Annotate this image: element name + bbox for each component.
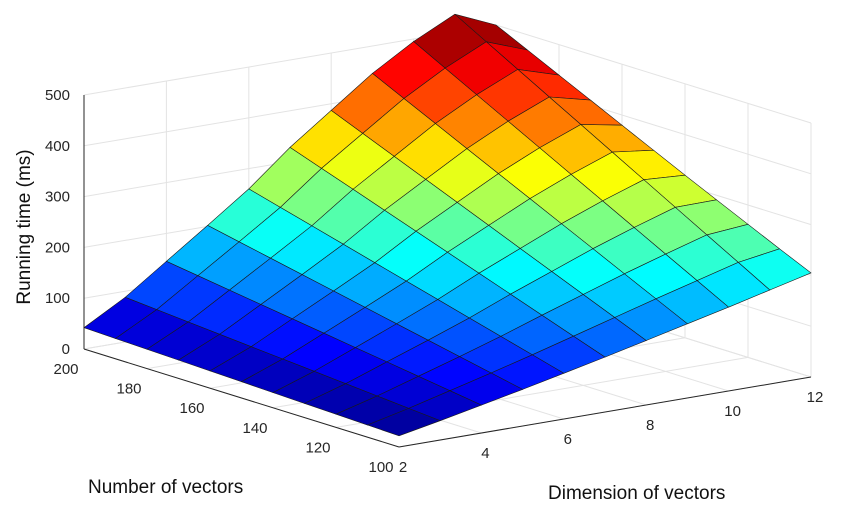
x-axis-line bbox=[398, 376, 812, 448]
y-axis-line bbox=[83, 348, 400, 448]
z-tick-label: 500 bbox=[45, 87, 70, 104]
surface-cell bbox=[366, 408, 442, 437]
y-tick-label: 100 bbox=[368, 459, 393, 476]
y-axis-label: Number of vectors bbox=[88, 477, 243, 498]
x-axis-label: Dimension of vectors bbox=[548, 483, 725, 504]
z-tick-label: 100 bbox=[45, 290, 70, 307]
surface bbox=[83, 13, 812, 437]
x-tick-label: 2 bbox=[399, 459, 407, 476]
z-axis-label: Running time (ms) bbox=[14, 149, 35, 304]
y-tick-label: 120 bbox=[305, 439, 330, 456]
x-tick-label: 6 bbox=[564, 431, 572, 448]
y-tick-label: 180 bbox=[116, 381, 141, 398]
x-tick-label: 10 bbox=[724, 403, 741, 420]
y-tick-label: 140 bbox=[242, 420, 267, 437]
x-tick-label: 4 bbox=[481, 445, 489, 462]
x-tick-label: 12 bbox=[807, 389, 824, 406]
y-tick-label: 160 bbox=[179, 400, 204, 417]
tick-labels: 0 100 200 300 400 500 2 4 6 8 10 12 100 120 140 160 180 2… bbox=[45, 87, 823, 476]
y-tick-label: 200 bbox=[53, 361, 78, 378]
z-tick-label: 200 bbox=[45, 239, 70, 256]
z-tick-label: 0 bbox=[62, 341, 70, 358]
grid-line bbox=[495, 24, 812, 124]
z-tick-label: 300 bbox=[45, 189, 70, 206]
x-tick-label: 8 bbox=[646, 417, 654, 434]
z-tick-label: 400 bbox=[45, 138, 70, 155]
